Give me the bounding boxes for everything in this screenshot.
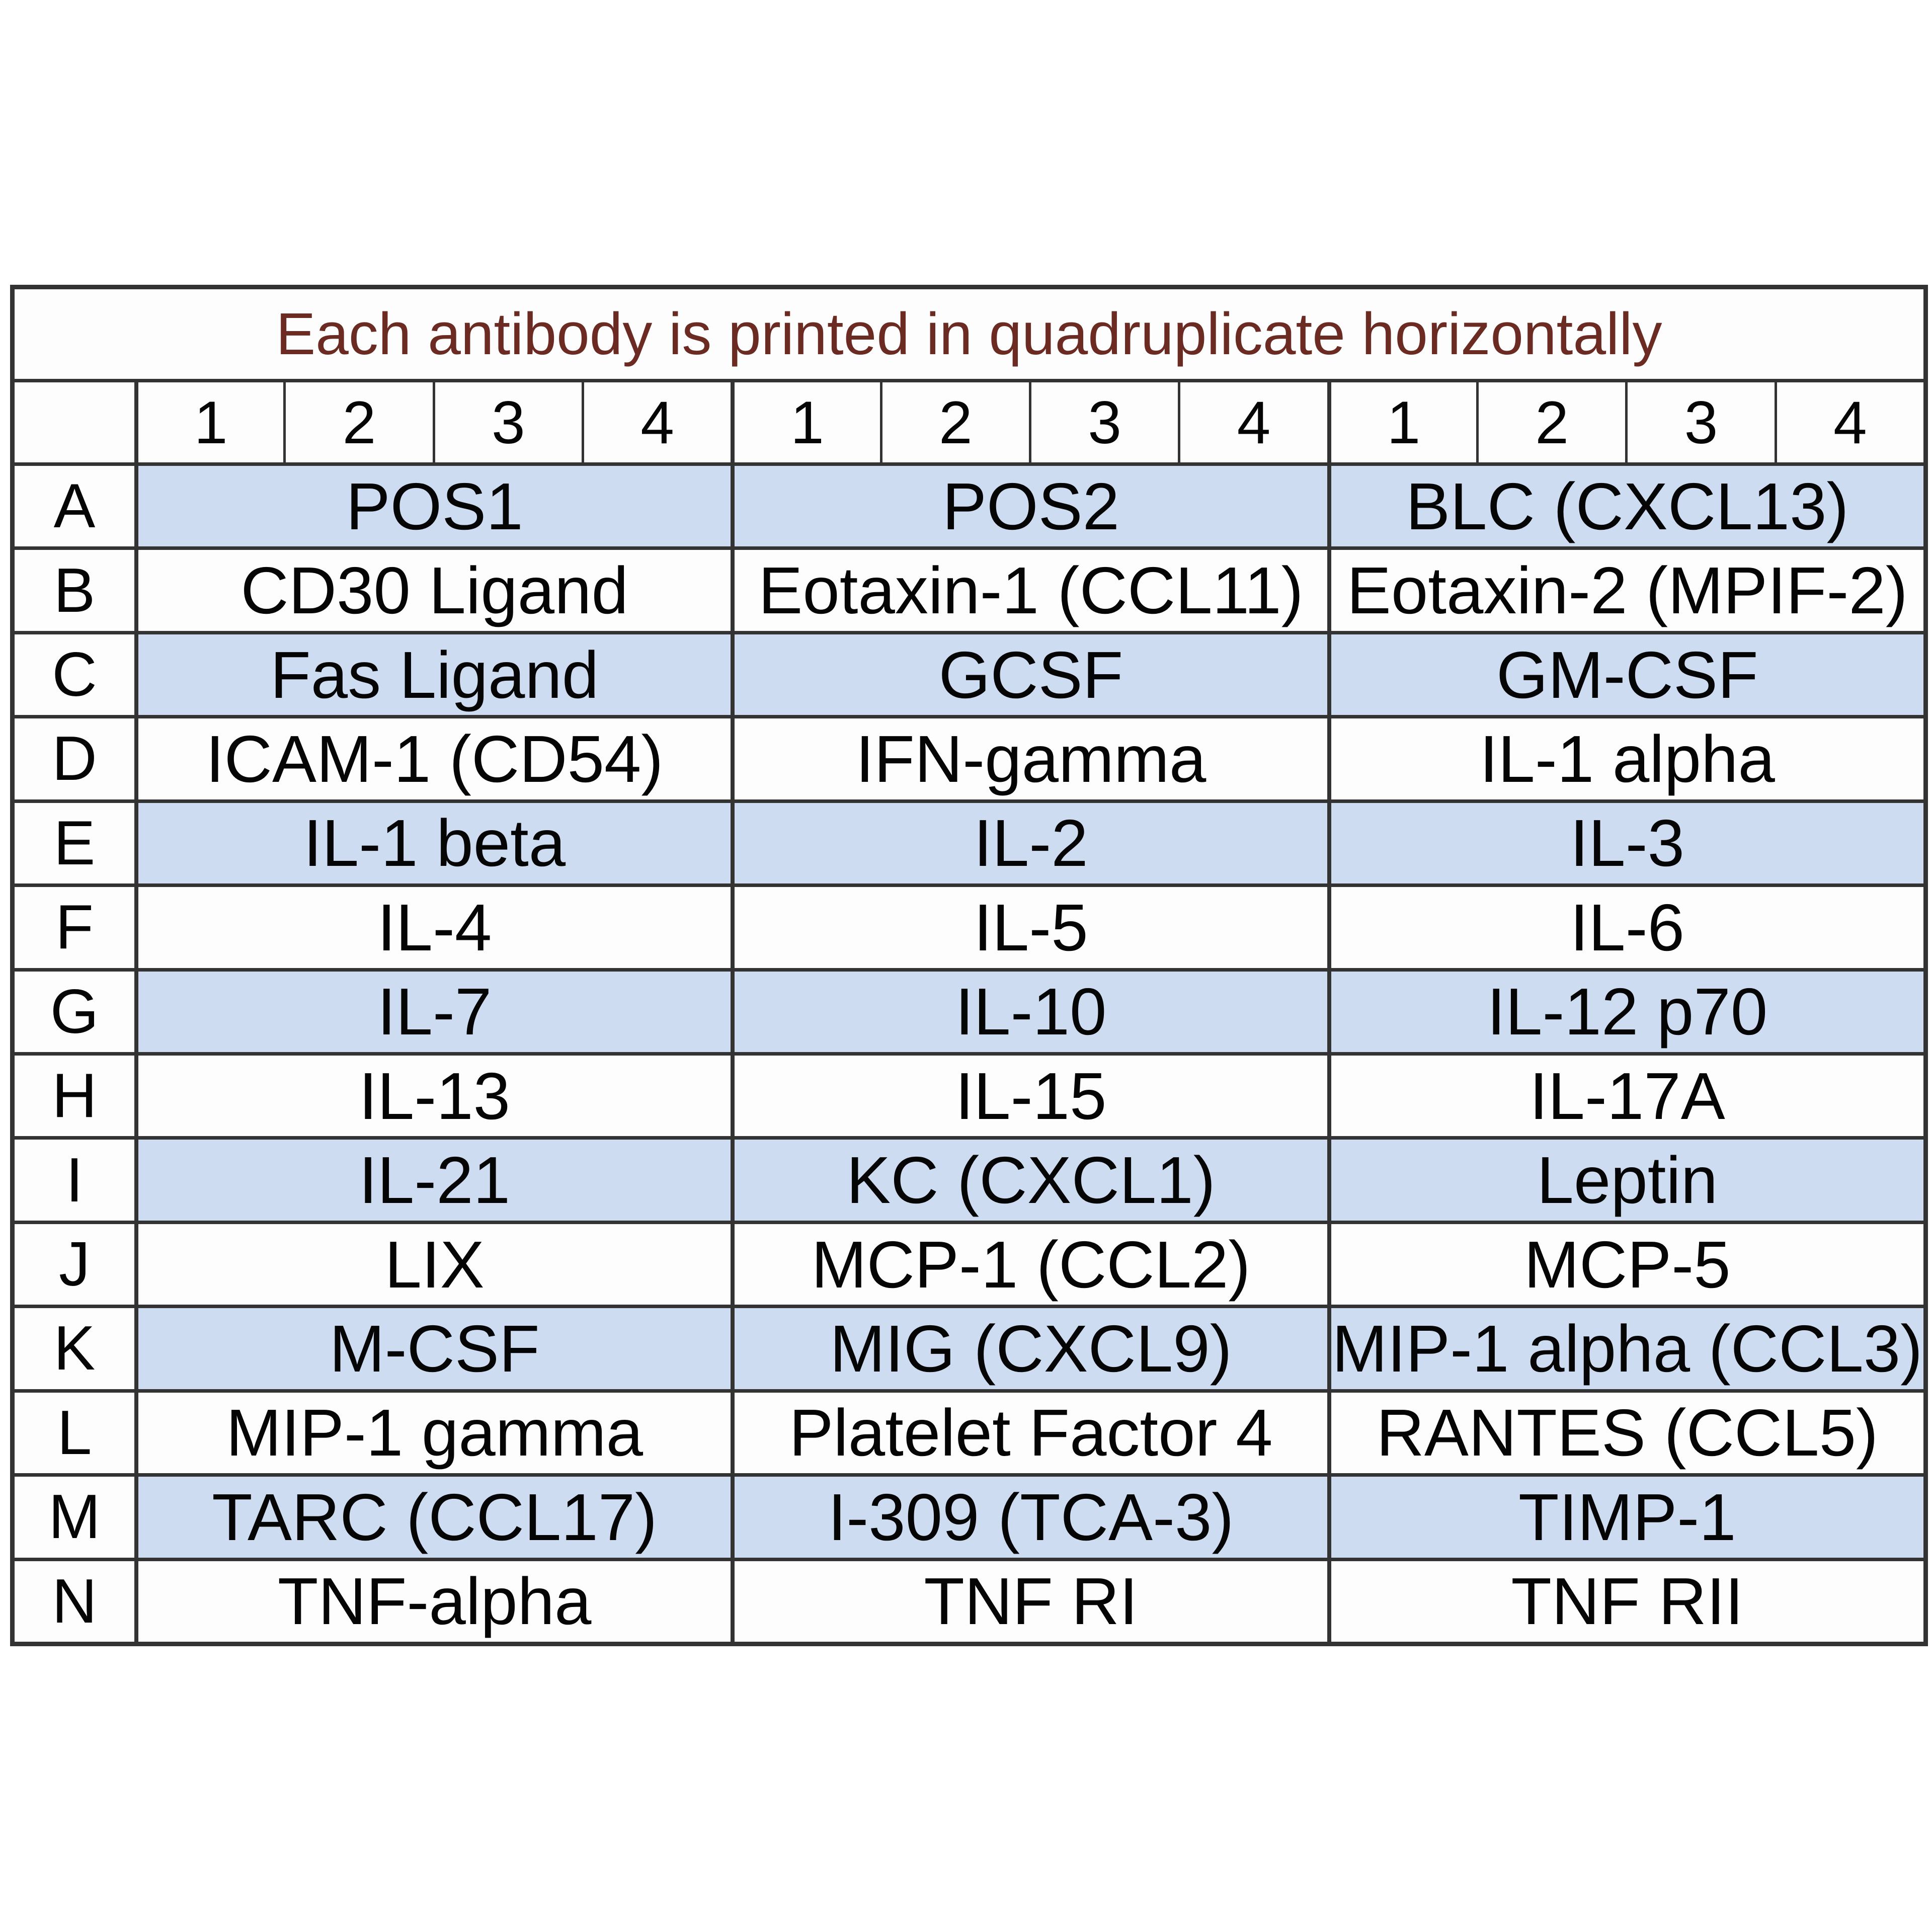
antibody-cell: GCSF <box>731 630 1327 715</box>
column-header: 3 <box>432 379 582 462</box>
antibody-cell: IL-4 <box>134 883 731 968</box>
column-header: 4 <box>1178 379 1327 462</box>
row-label: D <box>15 715 134 799</box>
antibody-cell: ICAM-1 (CD54) <box>134 715 731 799</box>
column-header: 2 <box>283 379 433 462</box>
antibody-array-table: Each antibody is printed in quadruplicat… <box>10 285 1928 1646</box>
column-header: 4 <box>582 379 731 462</box>
column-header: 1 <box>731 379 880 462</box>
antibody-cell: BLC (CXCL13) <box>1327 462 1923 547</box>
antibody-cell: IL-15 <box>731 1052 1327 1137</box>
column-header: 2 <box>1476 379 1626 462</box>
antibody-cell: MCP-1 (CCL2) <box>731 1220 1327 1305</box>
antibody-cell: M-CSF <box>134 1305 731 1389</box>
antibody-cell: TNF RI <box>731 1557 1327 1642</box>
antibody-cell: IL-7 <box>134 968 731 1052</box>
row-label: J <box>15 1220 134 1305</box>
column-header: 1 <box>134 379 284 462</box>
row-label: C <box>15 630 134 715</box>
antibody-cell: POS2 <box>731 462 1327 547</box>
column-header: 3 <box>1029 379 1178 462</box>
row-label: F <box>15 883 134 968</box>
antibody-cell: IL-5 <box>731 883 1327 968</box>
antibody-cell: IL-1 alpha <box>1327 715 1923 799</box>
antibody-cell: IFN-gamma <box>731 715 1327 799</box>
antibody-cell: TNF-alpha <box>134 1557 731 1642</box>
row-label: G <box>15 968 134 1052</box>
antibody-cell: Fas Ligand <box>134 630 731 715</box>
antibody-cell: IL-12 p70 <box>1327 968 1923 1052</box>
antibody-cell: IL-6 <box>1327 883 1923 968</box>
column-header: 3 <box>1625 379 1775 462</box>
antibody-cell: MIP-1 gamma <box>134 1389 731 1474</box>
antibody-cell: TIMP-1 <box>1327 1473 1923 1558</box>
column-header: 2 <box>879 379 1029 462</box>
antibody-cell: I-309 (TCA-3) <box>731 1473 1327 1558</box>
antibody-cell: MIP-1 alpha (CCL3) <box>1327 1305 1923 1389</box>
antibody-cell: Eotaxin-1 (CCL11) <box>731 546 1327 631</box>
antibody-cell: RANTES (CCL5) <box>1327 1389 1923 1474</box>
antibody-cell: POS1 <box>134 462 731 547</box>
row-label: E <box>15 799 134 884</box>
row-label: A <box>15 462 134 547</box>
antibody-cell: IL-13 <box>134 1052 731 1137</box>
row-label: H <box>15 1052 134 1137</box>
antibody-cell: Leptin <box>1327 1136 1923 1221</box>
row-label: K <box>15 1305 134 1389</box>
antibody-cell: CD30 Ligand <box>134 546 731 631</box>
antibody-cell: TNF RII <box>1327 1557 1923 1642</box>
antibody-cell: Platelet Factor 4 <box>731 1389 1327 1474</box>
antibody-cell: IL-21 <box>134 1136 731 1221</box>
antibody-cell: MCP-5 <box>1327 1220 1923 1305</box>
antibody-cell: IL-3 <box>1327 799 1923 884</box>
antibody-cell: KC (CXCL1) <box>731 1136 1327 1221</box>
row-label: I <box>15 1136 134 1221</box>
antibody-cell: GM-CSF <box>1327 630 1923 715</box>
column-header: 1 <box>1327 379 1476 462</box>
antibody-cell: IL-2 <box>731 799 1327 884</box>
header-corner-cell <box>15 379 134 462</box>
antibody-cell: IL-10 <box>731 968 1327 1052</box>
row-label: N <box>15 1557 134 1642</box>
antibody-cell: LIX <box>134 1220 731 1305</box>
antibody-cell: MIG (CXCL9) <box>731 1305 1327 1389</box>
row-label: B <box>15 546 134 631</box>
antibody-cell: IL-17A <box>1327 1052 1923 1137</box>
antibody-cell: IL-1 beta <box>134 799 731 884</box>
row-label: L <box>15 1389 134 1474</box>
row-label: M <box>15 1473 134 1558</box>
antibody-cell: TARC (CCL17) <box>134 1473 731 1558</box>
column-header: 4 <box>1774 379 1923 462</box>
table-title: Each antibody is printed in quadruplicat… <box>15 289 1923 379</box>
antibody-cell: Eotaxin-2 (MPIF-2) <box>1327 546 1923 631</box>
